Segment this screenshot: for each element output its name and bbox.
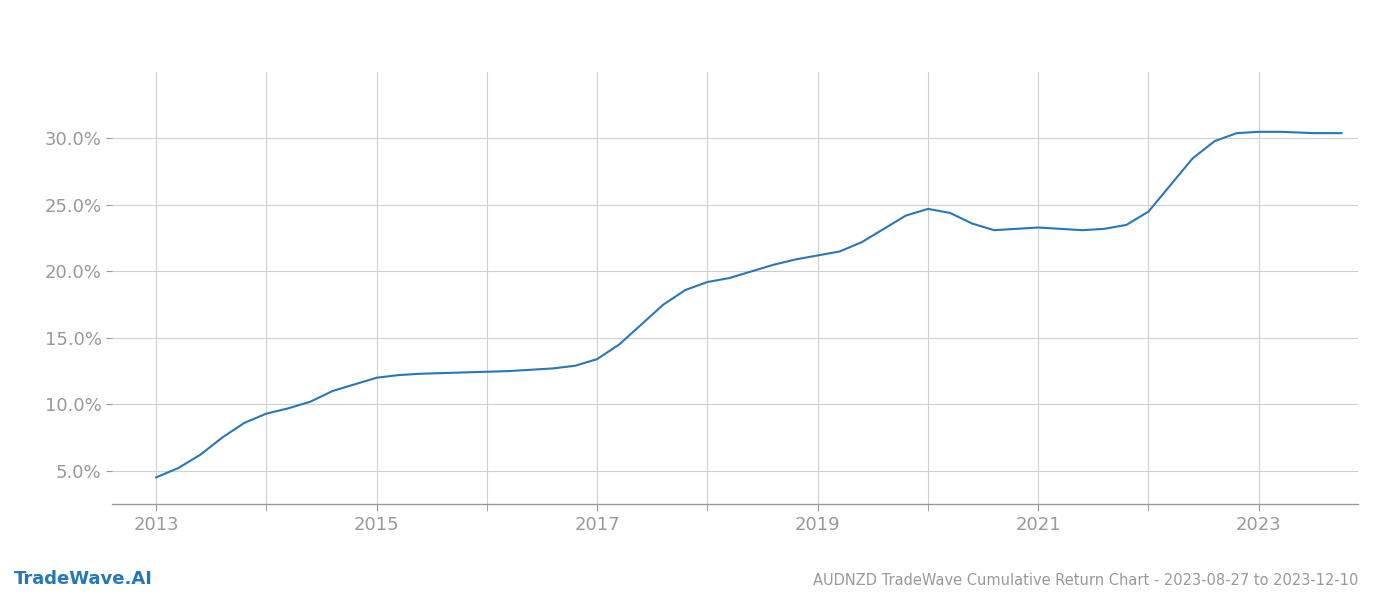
Text: AUDNZD TradeWave Cumulative Return Chart - 2023-08-27 to 2023-12-10: AUDNZD TradeWave Cumulative Return Chart… [812, 573, 1358, 588]
Text: TradeWave.AI: TradeWave.AI [14, 570, 153, 588]
